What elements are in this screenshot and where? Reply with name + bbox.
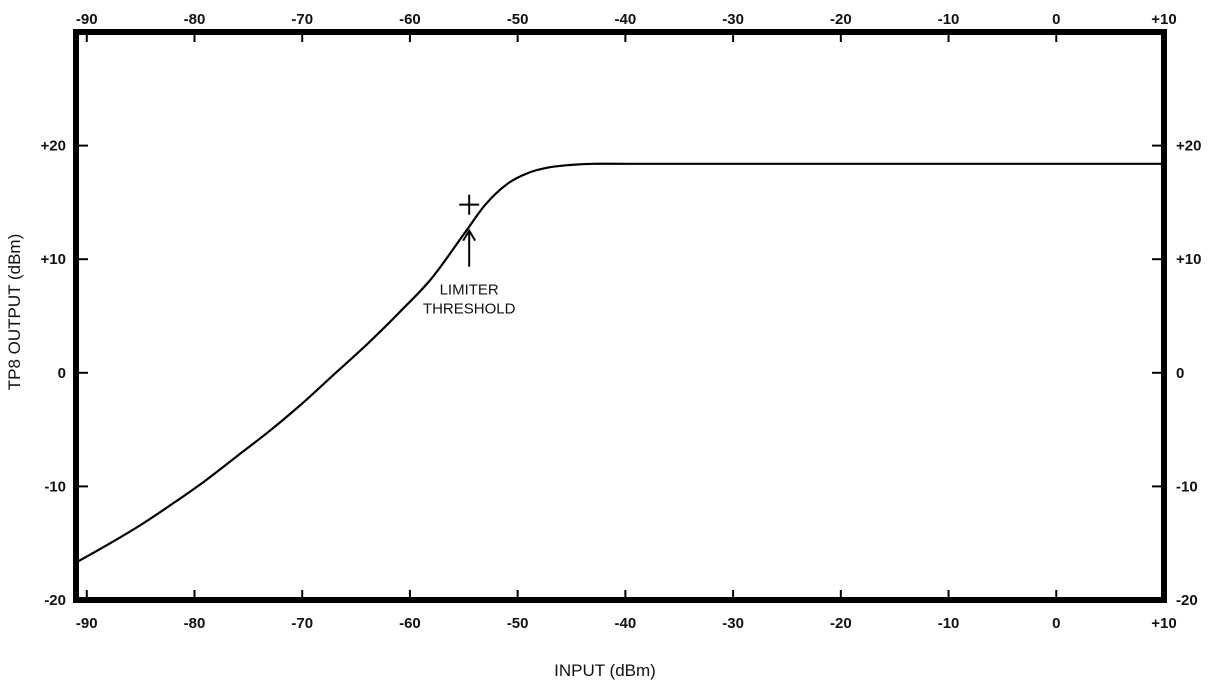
tick-marks [76,32,1165,601]
x-tick-label-bottom: -70 [291,615,313,632]
y-tick-label-left: -10 [44,478,66,495]
limiter-threshold-annotation: LIMITER THRESHOLD [423,194,516,318]
threshold-label-line: THRESHOLD [423,301,516,318]
x-tick-label-bottom: -60 [399,615,421,632]
x-tick-label-bottom: -50 [507,615,529,632]
tick-labels: -90 -90 -80 -80 -70 -70 -60 -60 -50 -50 -40 -40 -30 -… [41,11,1202,632]
x-tick-label-bottom: 0 [1052,615,1060,632]
plot-frame [73,29,1167,603]
y-tick-label-left: +10 [41,251,66,268]
x-tick-label-top: -50 [507,11,529,28]
x-axis-title: INPUT (dBm) [554,661,656,680]
y-tick-label-right: +10 [1176,251,1201,268]
y-tick-label-left: 0 [58,365,66,382]
threshold-arrow-head [462,228,477,242]
x-tick-label-bottom: -80 [184,615,206,632]
x-tick-label-top: -30 [722,11,744,28]
x-tick-label-bottom: -30 [722,615,744,632]
x-tick-label-bottom: -90 [76,615,98,632]
x-tick-label-bottom: -10 [938,615,960,632]
x-tick-label-top: -20 [830,11,852,28]
y-tick-label-right: -10 [1176,478,1198,495]
x-tick-label-top: -70 [291,11,313,28]
x-tick-label-bottom: -20 [830,615,852,632]
y-tick-label-right: -20 [1176,592,1198,609]
x-tick-label-top: 0 [1052,11,1060,28]
x-tick-label-top: -90 [76,11,98,28]
y-tick-label-right: 0 [1176,365,1184,382]
output-curve [75,162,1164,564]
x-tick-label-bottom: -40 [615,615,637,632]
x-tick-label-top: -80 [184,11,206,28]
x-tick-label-top: -10 [938,11,960,28]
x-tick-label-top: +10 [1151,11,1176,28]
x-tick-label-bottom: +10 [1151,615,1176,632]
x-tick-label-top: -40 [615,11,637,28]
y-tick-label-left: +20 [41,138,66,155]
y-axis-title: TP8 OUTPUT (dBm) [5,234,24,390]
y-tick-label-right: +20 [1176,138,1201,155]
y-tick-label-left: -20 [44,592,66,609]
threshold-label-line: LIMITER [440,282,499,299]
x-tick-label-top: -60 [399,11,421,28]
